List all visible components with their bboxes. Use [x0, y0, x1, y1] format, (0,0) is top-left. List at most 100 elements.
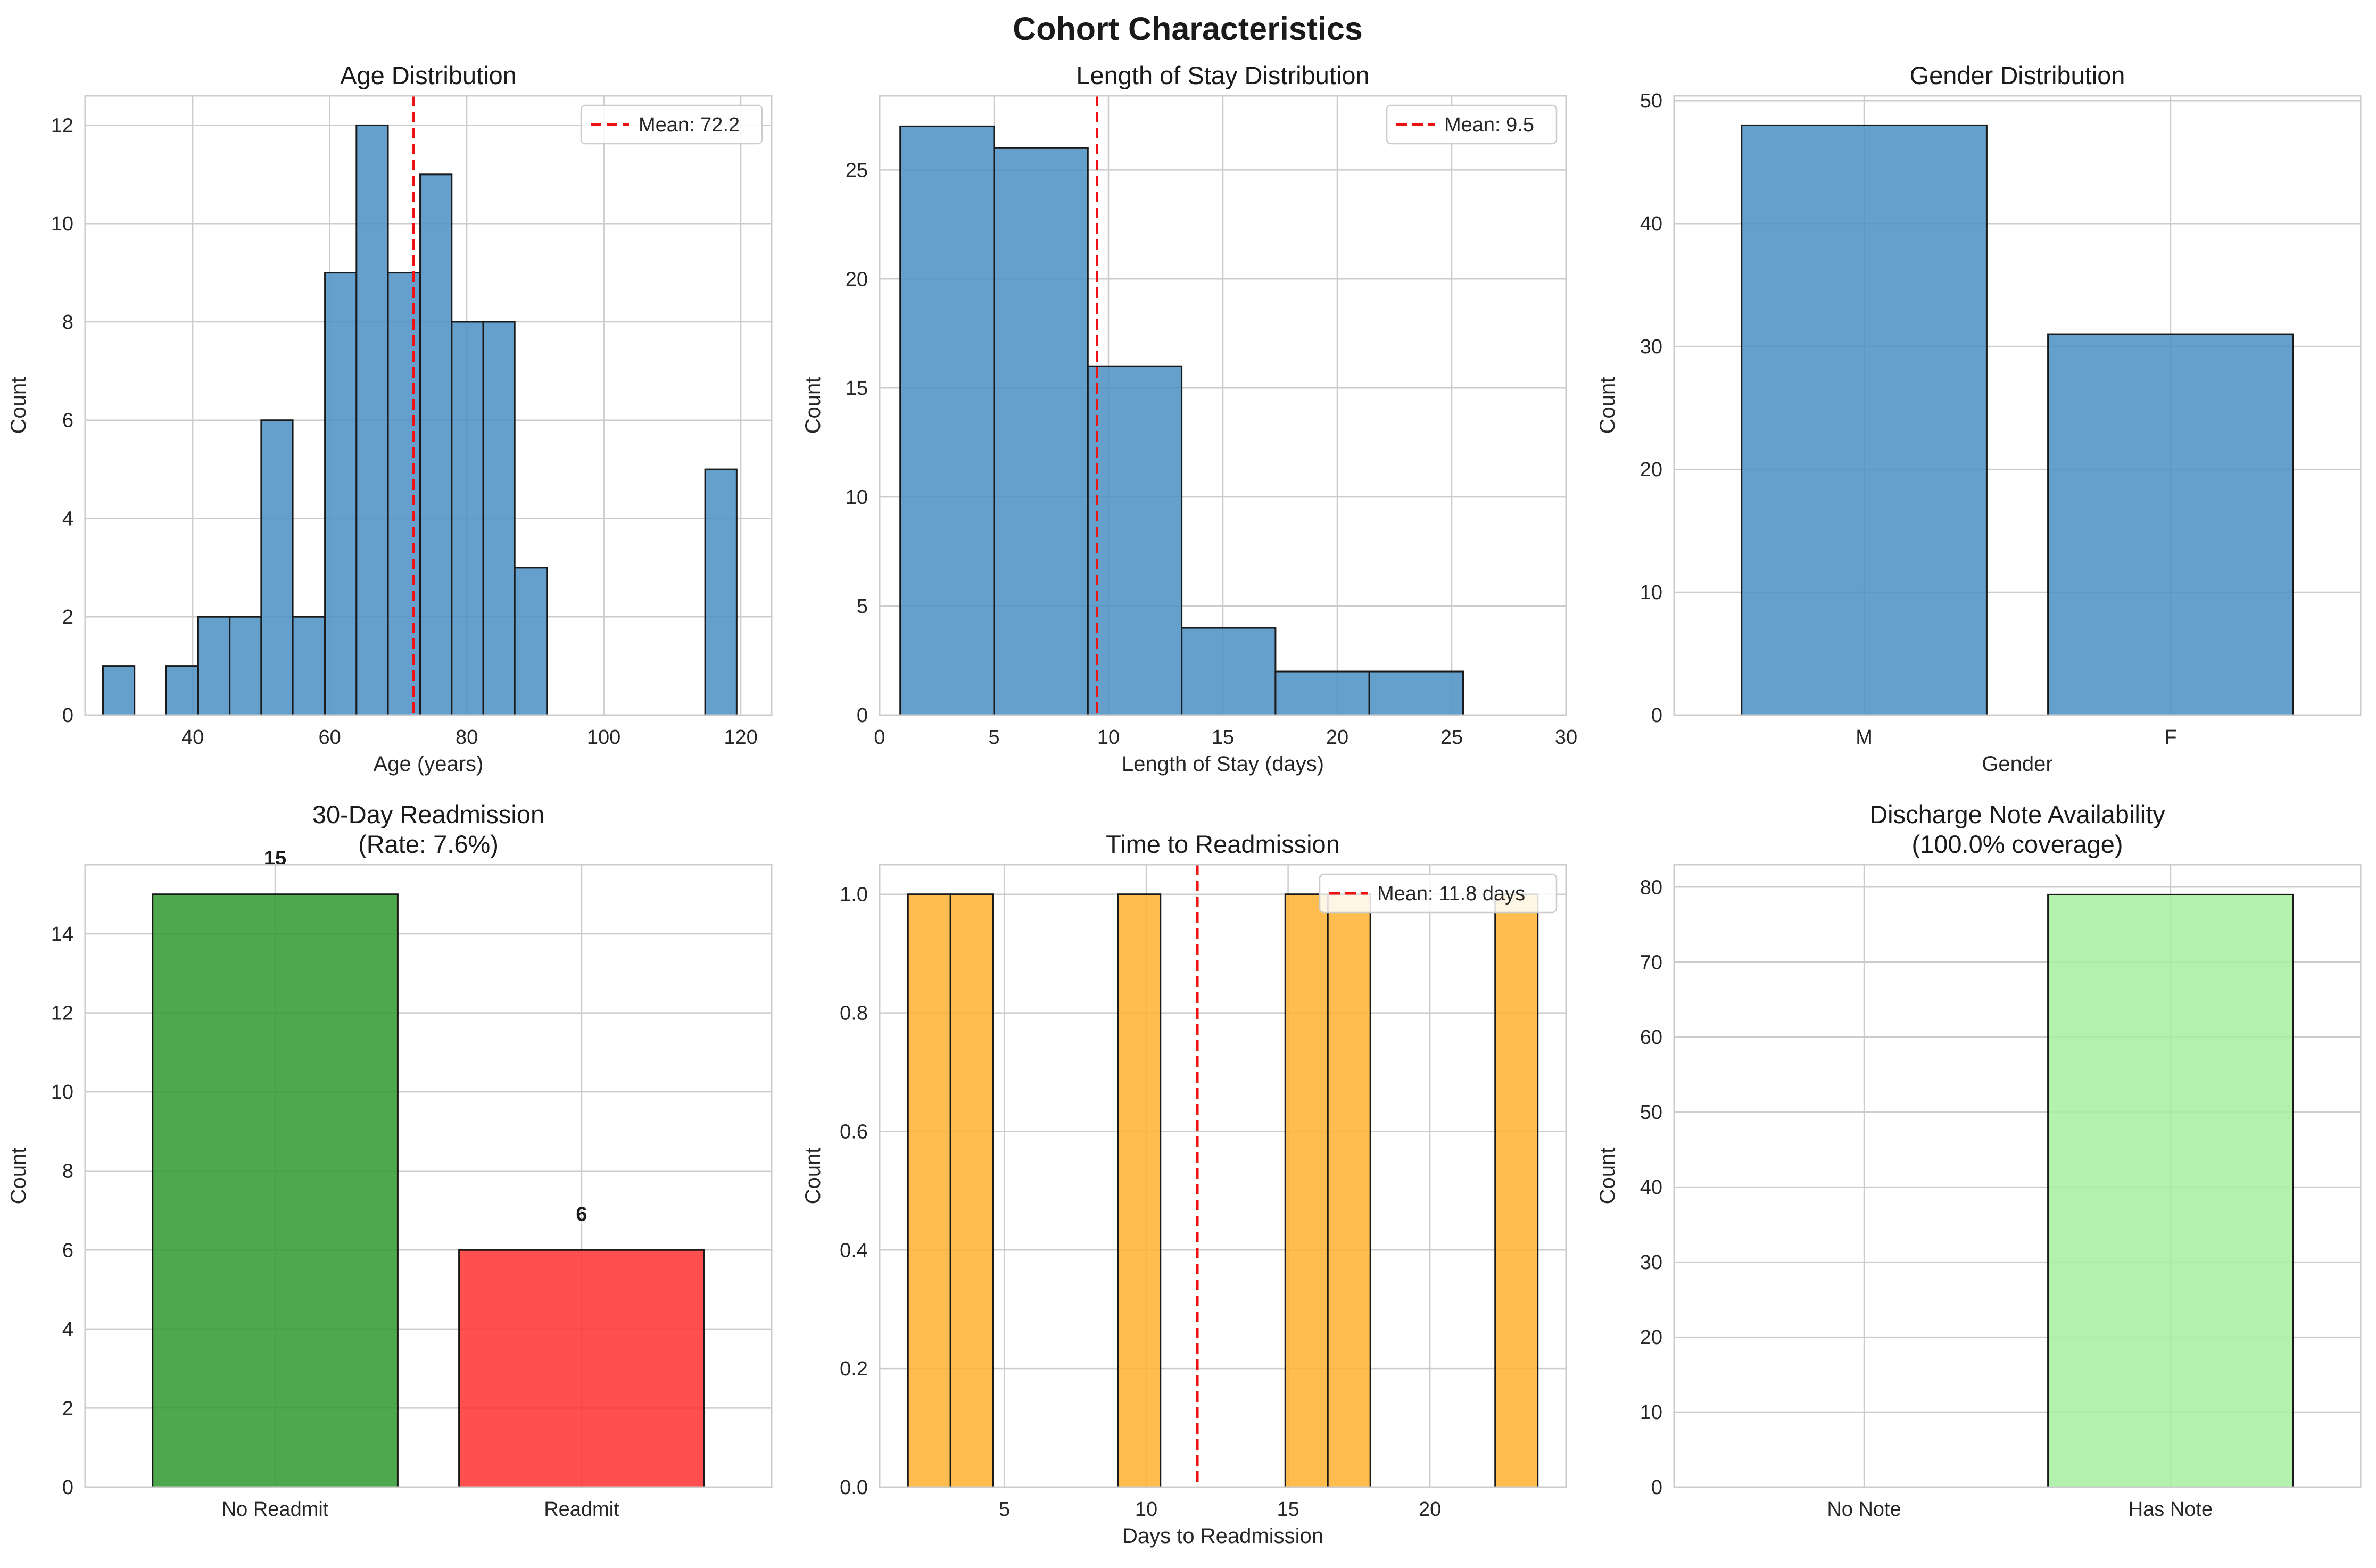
histogram-bar	[1087, 365, 1183, 716]
x-axis-label: Age (years)	[374, 752, 484, 776]
y-tick-label: 60	[1640, 1026, 1662, 1049]
panel-time_to_readmit: 0.0 0.2 0.4 0.6 0.8 1.0 5 10 15 20 Days to Readmis…	[801, 830, 1567, 1548]
y-tick-label: 8	[62, 1160, 73, 1183]
panel-los: 0 5 10 15 20 25 0 5 10 15 20 25 30 Length of Stay (da…	[801, 61, 1577, 776]
histogram-bar	[1327, 893, 1371, 1488]
y-tick-label: 0.0	[840, 1476, 868, 1499]
y-tick-label: 10	[51, 1081, 73, 1104]
y-tick-label: 0	[857, 704, 868, 727]
y-tick-label: 2	[62, 606, 73, 628]
histogram-bar	[451, 321, 484, 716]
panel-title: (100.0% coverage)	[1911, 830, 2123, 858]
bar	[152, 893, 399, 1488]
y-tick-label: 8	[62, 311, 73, 334]
y-tick-label: 4	[62, 508, 73, 530]
x-tick-label: F	[2164, 726, 2176, 749]
x-axis-label: Days to Readmission	[1122, 1524, 1323, 1548]
histogram-bar	[949, 893, 994, 1488]
panel-title: Length of Stay Distribution	[1076, 61, 1369, 89]
legend-label: Mean: 9.5	[1444, 114, 1534, 136]
x-tick-label: 40	[181, 726, 204, 749]
x-tick-label: 0	[874, 726, 885, 749]
y-tick-label: 0	[1651, 1476, 1662, 1499]
panel-title: Age Distribution	[340, 61, 517, 89]
axes-frame	[879, 95, 1567, 716]
histogram-bar	[482, 321, 516, 716]
y-tick-label: 0.6	[840, 1121, 868, 1143]
y-tick-label: 20	[846, 268, 868, 291]
legend-box	[1319, 873, 1558, 914]
x-tick-label: 20	[1419, 1498, 1441, 1521]
legend-label: Mean: 11.8 days	[1377, 883, 1525, 905]
histogram-bar	[229, 616, 262, 716]
y-tick-label: 10	[846, 486, 868, 509]
histogram-bar	[1117, 893, 1162, 1488]
panel-discharge_note: 0 10 20 30 40 50 60 70 80 No Note Has Note Count Dis…	[1596, 800, 2362, 1521]
x-tick-label: No Readmit	[222, 1498, 329, 1521]
y-tick-label: 0.4	[840, 1239, 868, 1262]
y-tick-label: 2	[62, 1397, 73, 1420]
axes-frame	[879, 864, 1567, 1488]
axes-frame	[1673, 95, 2362, 716]
histogram-bar	[419, 173, 453, 716]
y-tick-label: 50	[1640, 90, 1662, 112]
histogram-bar	[387, 272, 421, 716]
bar-value-label: 15	[264, 848, 286, 870]
x-tick-label: 100	[587, 726, 620, 749]
histogram-bar	[907, 893, 951, 1488]
x-tick-label: 80	[456, 726, 478, 749]
y-axis-label: Count	[7, 377, 30, 434]
y-tick-label: 0.2	[840, 1358, 868, 1380]
panel-gender: 0 10 20 30 40 50 M F Gender Count Gender Distribut…	[1596, 61, 2362, 776]
y-tick-label: 1.0	[840, 884, 868, 906]
x-axis-label: Gender	[1982, 752, 2052, 776]
x-tick-label: 60	[318, 726, 341, 749]
y-tick-label: 40	[1640, 213, 1662, 235]
y-tick-label: 10	[1640, 582, 1662, 604]
x-tick-label: M	[1856, 726, 1873, 749]
histogram-bar	[514, 567, 548, 716]
x-tick-label: 120	[724, 726, 757, 749]
y-tick-label: 40	[1640, 1176, 1662, 1199]
x-tick-label: 15	[1212, 726, 1234, 749]
x-tick-label: 10	[1135, 1498, 1157, 1521]
y-tick-label: 0	[62, 704, 73, 727]
histogram-bar	[260, 419, 294, 716]
y-tick-label: 15	[846, 377, 868, 400]
y-axis-label: Count	[801, 377, 825, 434]
panel-title: (Rate: 7.6%)	[358, 830, 499, 858]
y-tick-label: 12	[51, 114, 73, 137]
x-tick-label: 5	[988, 726, 999, 749]
y-tick-label: 20	[1640, 1326, 1662, 1349]
legend-box	[1386, 104, 1558, 145]
x-tick-label: 5	[999, 1498, 1010, 1521]
panel-title: Gender Distribution	[1910, 61, 2125, 89]
figure-suptitle: Cohort Characteristics	[1013, 11, 1363, 47]
y-axis-label: Count	[1596, 1148, 1619, 1205]
histogram-bar	[292, 616, 326, 716]
y-tick-label: 5	[857, 595, 868, 618]
histogram-bar	[993, 147, 1089, 716]
histogram-bar	[1284, 893, 1329, 1488]
y-tick-label: 4	[62, 1318, 73, 1341]
panel-title: Time to Readmission	[1106, 830, 1340, 858]
y-tick-label: 25	[846, 159, 868, 181]
y-tick-label: 0.8	[840, 1002, 868, 1025]
y-tick-label: 0	[1651, 704, 1662, 727]
histogram-bar	[324, 272, 358, 716]
bar	[1741, 124, 1988, 716]
y-tick-label: 70	[1640, 951, 1662, 974]
histogram-bar	[1494, 893, 1539, 1488]
axes-frame	[84, 864, 773, 1488]
legend-box	[580, 104, 763, 145]
panel-title: Discharge Note Availability	[1869, 800, 2165, 828]
y-tick-label: 12	[51, 1002, 73, 1025]
histogram-bar	[1368, 670, 1464, 716]
y-tick-label: 30	[1640, 336, 1662, 358]
y-tick-label: 50	[1640, 1101, 1662, 1124]
histogram-bar	[355, 124, 389, 716]
histogram-bar	[704, 468, 738, 716]
y-tick-label: 14	[51, 923, 73, 945]
